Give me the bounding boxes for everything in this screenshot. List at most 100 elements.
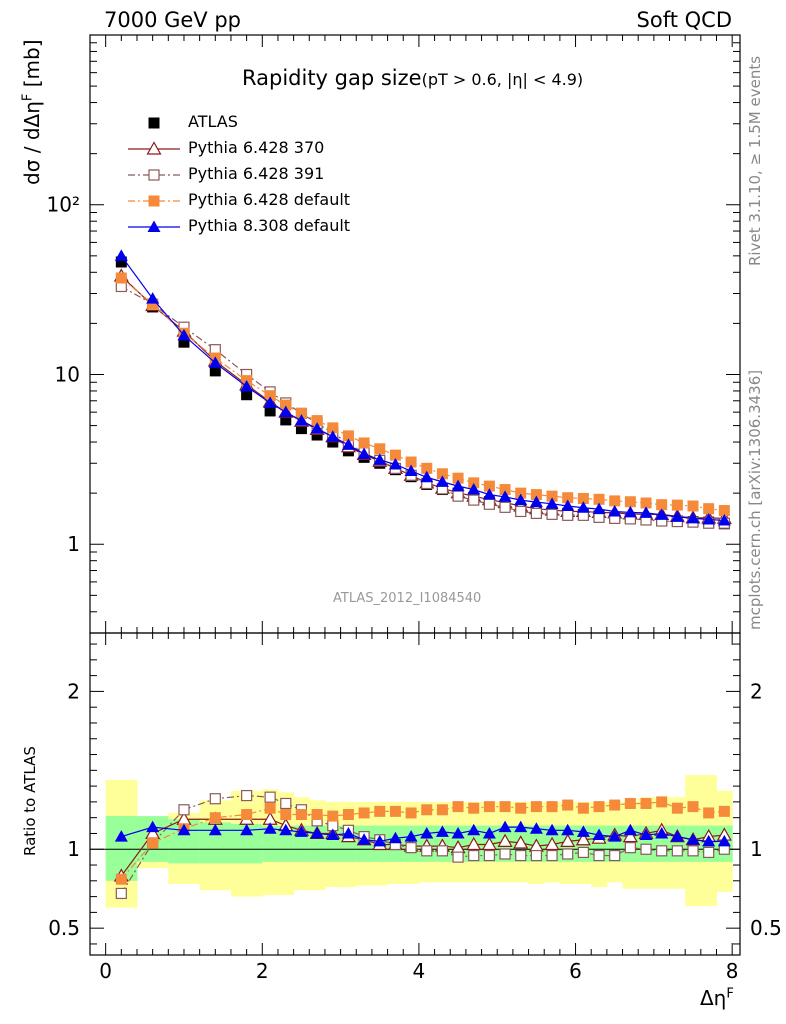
ratio-point [358,807,370,819]
ratio-point [279,823,293,836]
ratio-point [529,822,543,834]
ratio-point [577,802,589,814]
ratio-point [640,797,652,809]
ratio-point [670,830,684,842]
ratio-point [388,831,402,844]
rivet-label: Rivet 3.1.10, ≥ 1.5M events [746,55,764,266]
data-point [670,510,684,522]
data-point [114,249,128,261]
ratio-point [420,826,434,839]
data-point [209,365,221,377]
data-point [530,489,542,501]
data-point [623,505,637,518]
data-point [640,497,652,509]
ratio-point [499,801,511,813]
data-point [530,507,542,519]
mcplots-label: mcplots.cern.ch [arXiv:1306.3436] [746,369,764,630]
data-point [373,453,387,465]
data-point [358,437,370,449]
ratio-point [703,846,715,859]
ratio-point [452,851,464,863]
ratio-point [404,830,418,842]
ratio-point [656,845,668,857]
data-point [577,492,589,504]
data-point [639,506,653,518]
data-point [546,508,558,520]
data-point [264,405,276,417]
legend-swatch [128,141,180,155]
legend-swatch [128,169,180,181]
ratio-point [687,845,699,857]
ratio-point [530,849,542,862]
data-point [342,430,354,442]
data-point [468,477,480,489]
data-point [452,472,464,484]
x-tick-label: 8 [726,959,739,983]
x-axis-label: ΔηF [700,986,734,1010]
data-point [263,396,277,408]
data-point [593,493,605,505]
chart-subtitle: (pT > 0.6, |η| < 4.9) [421,70,584,89]
legend-entry: ATLAS [128,111,388,135]
ratio-point [147,837,159,849]
legend-entry: Pythia 6.428 default [128,189,388,213]
data-point [468,494,480,506]
ratio-point [530,801,542,813]
data-point [357,447,371,460]
data-point [388,457,402,470]
ratio-point [280,797,292,810]
data-point [241,389,253,401]
main-chart-title: Rapidity gap size(pT > 0.6, |η| < 4.9) [242,66,583,90]
data-point [703,503,715,515]
data-point [452,490,464,502]
ratio-point [241,809,253,821]
ratio-point [341,826,355,839]
data-point [295,407,307,419]
x-tick-label: 4 [413,959,426,983]
ratio-point [264,791,276,803]
legend-marker [147,220,161,232]
data-point [718,505,730,517]
ratio-point [240,823,254,836]
ratio-point [482,826,496,839]
ratio-point [178,804,190,816]
data-point [671,499,683,511]
ratio-point [357,833,371,845]
ratio-point [294,825,308,837]
ratio-point [115,887,127,900]
uncertainty-band-green [262,825,279,862]
data-point [146,292,160,304]
ratio-point [624,797,636,809]
ratio-point [702,834,716,847]
ratio-point [514,820,528,833]
ratio-point [326,828,340,841]
ratio-point [622,828,638,843]
legend-marker [148,117,160,129]
ratio-y-tick-label: 0.5 [48,916,80,940]
ratio-point [483,801,495,813]
x-tick-label: 6 [569,959,582,983]
legend-label: ATLAS [188,112,238,131]
ratio-point [593,849,605,862]
data-point [280,414,292,426]
ratio-series-2 [115,796,730,885]
ratio-point [483,849,495,862]
ratio-point [576,825,590,837]
ratio-point [515,802,527,814]
ratio-point [451,826,465,839]
ratio-point [593,801,605,813]
main-y-tick-label: 10 [55,362,80,386]
data-point [327,422,339,434]
ratio-point [497,833,513,847]
data-point [374,443,386,455]
ratio-point [545,823,559,836]
ratio-point [264,802,276,814]
ratio-point [498,820,512,833]
data-point [483,498,495,510]
header-left-label: 7000 GeV pp [104,8,242,32]
ratio-point [310,826,324,839]
ratio-point [467,823,481,836]
main-y-tick-label: 1 [67,532,80,556]
ratio-point [686,833,700,845]
data-point [280,399,292,411]
